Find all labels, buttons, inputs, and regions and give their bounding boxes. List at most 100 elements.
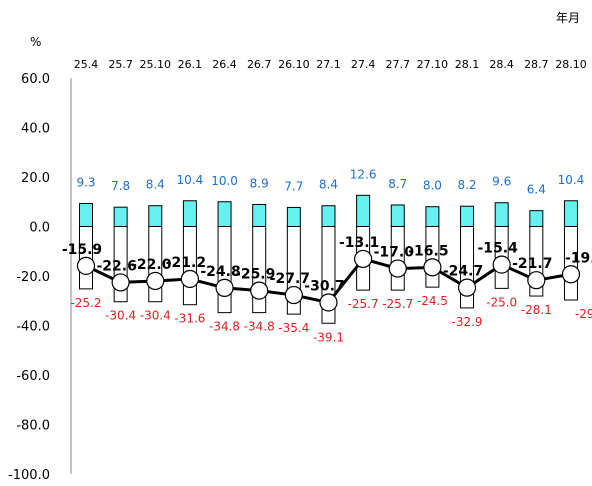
x-unit-label: 年月 — [556, 11, 580, 25]
x-tick-label: 27.10 — [417, 58, 449, 71]
positive-bar-label: 10.4 — [177, 173, 204, 187]
y-tick-label: 20.0 — [21, 171, 50, 186]
positive-bar — [425, 206, 440, 227]
y-tick-label: 60.0 — [21, 72, 50, 87]
line-point-marker — [561, 265, 581, 284]
positive-bar — [390, 204, 405, 227]
positive-bar-label: 7.7 — [284, 179, 303, 193]
x-tick-label: 28.4 — [489, 58, 514, 71]
y-tick-label: -60.0 — [16, 369, 50, 384]
x-tick-label: 27.4 — [351, 58, 376, 71]
line-point-label: -17.0 — [374, 245, 415, 261]
line-point-label: -30.7 — [304, 278, 344, 294]
y-tick-label: 40.0 — [21, 122, 50, 137]
positive-bar — [563, 200, 578, 227]
negative-bar-label: -29. — [575, 307, 592, 321]
line-point-label: -15.4 — [478, 241, 519, 257]
negative-bar-label: -28.1 — [521, 303, 552, 317]
positive-bar — [252, 203, 267, 228]
line-point-label: -27.7 — [270, 271, 310, 287]
negative-bar-label: -35.4 — [278, 321, 309, 335]
positive-bar — [494, 202, 509, 228]
positive-bar — [113, 206, 128, 228]
line-point-label: -15.9 — [62, 242, 102, 258]
x-tick-label: 25.4 — [74, 58, 99, 71]
x-tick-label: 26.1 — [178, 58, 203, 71]
positive-bar-label: 9.6 — [492, 175, 511, 189]
line-point-marker — [423, 258, 442, 277]
y-tick-label: -40.0 — [16, 320, 50, 335]
positive-bar-label: 10.4 — [558, 173, 585, 187]
line-point-marker — [354, 249, 373, 269]
x-tick-label: 26.7 — [247, 58, 272, 71]
line-point-marker — [146, 271, 165, 291]
negative-bar-label: -24.5 — [417, 294, 448, 308]
line-point-label: -22.6 — [96, 258, 136, 274]
line-point-label: -24.8 — [200, 264, 240, 280]
positive-bar-label: 8.0 — [423, 179, 442, 193]
negative-bar-label: -34.8 — [244, 320, 275, 334]
positive-bar — [286, 206, 301, 228]
positive-bar — [217, 201, 232, 227]
x-tick-label: 27.1 — [316, 58, 341, 71]
x-tick-labels: 25.4 25.7 25.10 26.1 26.4 26.7 26.10 27.1 27.4 27… — [74, 58, 587, 71]
negative-bar-label: -25.0 — [486, 295, 517, 309]
line-point-marker — [215, 278, 234, 297]
positive-bar-label: 8.2 — [457, 178, 476, 192]
x-tick-label: 26.4 — [212, 58, 237, 71]
line-point-label: -16.5 — [408, 243, 448, 259]
line-point-marker — [76, 256, 96, 275]
x-tick-label: 28.10 — [555, 58, 587, 71]
negative-bar-label: -25.2 — [70, 296, 101, 310]
line-point-marker — [284, 285, 303, 305]
positive-bars — [79, 194, 578, 228]
line-point-marker — [457, 278, 477, 297]
x-tick-label: 28.7 — [524, 58, 549, 71]
positive-bar-label: 7.8 — [111, 179, 130, 193]
negative-bar-label: -30.4 — [140, 309, 171, 323]
line-point-marker — [388, 259, 407, 278]
line-point-label: -19.3 — [565, 250, 592, 266]
x-tick-label: 25.10 — [140, 58, 172, 71]
positive-bar-label: 9.3 — [76, 175, 95, 189]
positive-bar-label: 8.4 — [319, 178, 338, 192]
positive-bar-label: 8.7 — [388, 177, 407, 191]
line-point-label: -21.7 — [512, 256, 552, 272]
positive-bar-label: 6.4 — [527, 183, 546, 197]
y-unit-label: % — [30, 35, 41, 49]
y-tick-label: -20.0 — [16, 270, 50, 285]
positive-bar — [148, 205, 163, 228]
negative-bar-label: -31.6 — [174, 312, 205, 326]
line-point-label: -22.0 — [131, 257, 172, 273]
line-point-marker — [527, 271, 546, 290]
line-point-label: -24.7 — [443, 264, 483, 280]
line-point-marker — [111, 273, 130, 292]
data-labels: 9.3 7.8 8.4 10.4 10.0 8.9 7.7 8.4 12.6 8.7 8.0 8.2 9… — [62, 167, 592, 344]
x-tick-label: 27.7 — [386, 58, 411, 71]
positive-bar — [182, 200, 197, 227]
x-tick-label: 26.10 — [278, 58, 310, 71]
positive-bar-label: 8.9 — [250, 176, 269, 190]
positive-bar — [529, 210, 544, 228]
negative-bar-label: -30.4 — [105, 309, 136, 323]
negative-bar-label: -34.8 — [209, 320, 240, 334]
x-tick-label: 28.1 — [455, 58, 480, 71]
y-tick-label: -100.0 — [8, 468, 50, 483]
positive-bar-label: 8.4 — [146, 178, 165, 192]
positive-bar-label: 10.0 — [211, 174, 238, 188]
line-point-marker — [319, 293, 338, 312]
y-tick-label: 0.0 — [29, 221, 50, 236]
line-point-label: -13.1 — [339, 235, 379, 251]
y-tick-label: -80.0 — [16, 419, 50, 434]
line-series — [76, 249, 581, 312]
positive-bar — [321, 205, 336, 228]
line-point-marker — [180, 269, 200, 289]
positive-bar — [356, 194, 371, 228]
line-point-label: -25.9 — [235, 267, 275, 283]
x-tick-label: 25.7 — [108, 58, 133, 71]
positive-bar — [79, 202, 93, 227]
line-point-marker — [250, 281, 269, 300]
line-point-label: -21.2 — [166, 255, 206, 271]
negative-bar-label: -25.7 — [382, 297, 413, 311]
